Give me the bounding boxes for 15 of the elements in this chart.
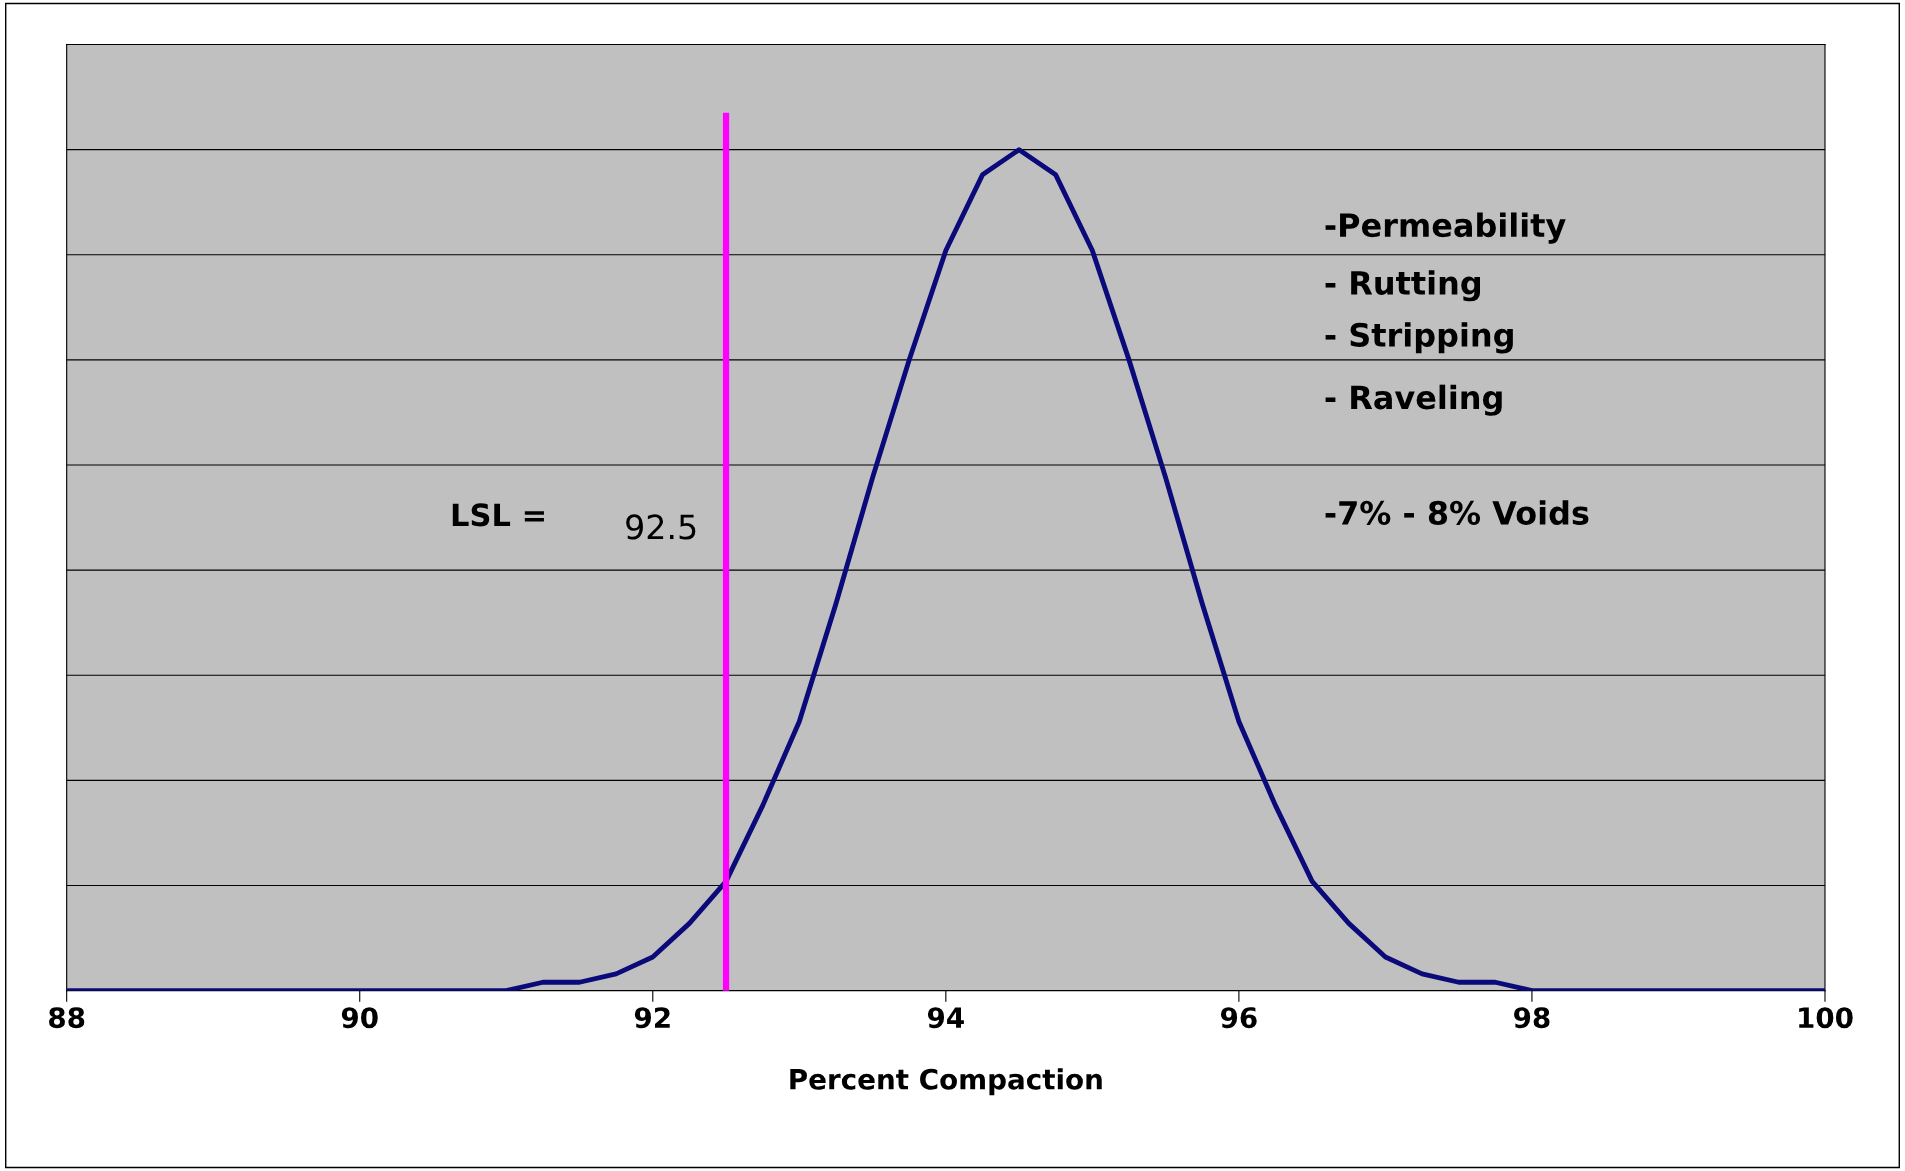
annotation: LSL =	[452, 503, 544, 527]
x-tick-label: 88	[49, 1007, 85, 1029]
x-tick-label: 100	[1799, 1007, 1853, 1029]
annotation: -Permeability	[1325, 212, 1566, 244]
annotation: - Stripping	[1325, 322, 1513, 354]
annotation: -7% - 8% Voids	[1325, 500, 1589, 525]
x-tick-label: 94	[927, 1007, 964, 1029]
x-tick-label: 90	[341, 1007, 378, 1029]
x-tick-label: 98	[1514, 1007, 1550, 1029]
annotation: 92.5	[626, 514, 696, 540]
x-axis-title: Percent Compaction	[790, 1068, 1102, 1096]
annotation: - Rutting	[1325, 270, 1481, 302]
annotation: - Raveling	[1325, 384, 1502, 416]
x-tick-label: 96	[1220, 1007, 1257, 1029]
x-tick-label: 92	[634, 1007, 670, 1029]
